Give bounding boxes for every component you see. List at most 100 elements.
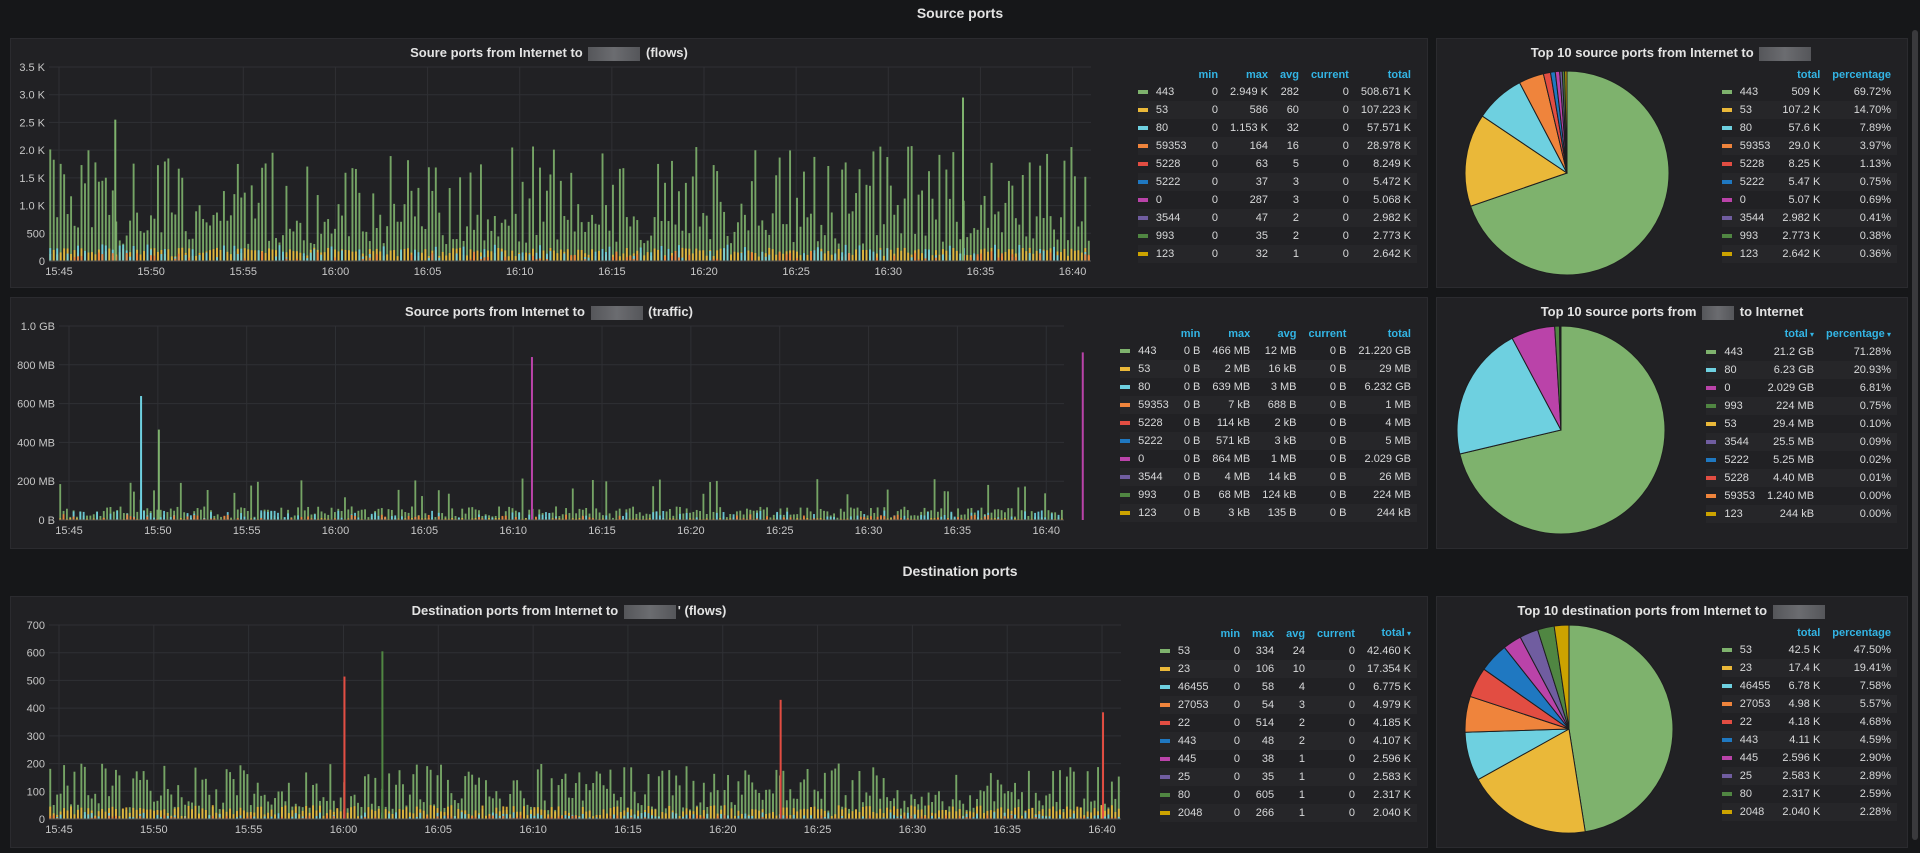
- legend-row[interactable]: 5228 4.40 MB 0.01%: [1706, 469, 1897, 487]
- row-title-source-ports[interactable]: Source ports: [916, 5, 1004, 21]
- legend-series-name[interactable]: 123: [1706, 505, 1761, 523]
- legend-series-name[interactable]: 5222: [1721, 173, 1777, 191]
- legend-header-min[interactable]: min: [1220, 627, 1241, 640]
- legend-row[interactable]: 46455 6.78 K 7.58%: [1721, 677, 1897, 695]
- legend-series-name[interactable]: 53: [1706, 415, 1761, 433]
- legend-header-total[interactable]: total: [1797, 69, 1821, 81]
- legend-row[interactable]: 993 2.773 K 0.38%: [1721, 227, 1897, 245]
- pie-slice[interactable]: [1459, 325, 1666, 535]
- legend-series-name[interactable]: 46455: [1159, 678, 1215, 696]
- legend-row[interactable]: 0 0 287 3 0 5.068 K: [1137, 191, 1417, 209]
- legend-series-name[interactable]: 443: [1159, 732, 1215, 750]
- legend-row[interactable]: 59353 0 164 16 0 28.978 K: [1137, 137, 1417, 155]
- panel-title[interactable]: Soure ports from Internet to (flows): [11, 45, 1087, 61]
- legend-row[interactable]: 123 2.642 K 0.36%: [1721, 245, 1897, 263]
- legend-row[interactable]: 46455 0 58 4 0 6.775 K: [1159, 678, 1417, 696]
- legend-series-name[interactable]: 23: [1159, 660, 1215, 678]
- legend-row[interactable]: 80 6.23 GB 20.93%: [1706, 361, 1897, 379]
- pie-slice[interactable]: [1553, 624, 1570, 730]
- legend-row[interactable]: 443 0 48 2 0 4.107 K: [1159, 732, 1417, 750]
- legend-series-name[interactable]: 5222: [1706, 451, 1761, 469]
- legend-series-name[interactable]: 80: [1120, 378, 1175, 396]
- legend-row[interactable]: 123 0 32 1 0 2.642 K: [1137, 245, 1417, 263]
- legend-row[interactable]: 3544 0 47 2 0 2.982 K: [1137, 209, 1417, 227]
- legend-series-name[interactable]: 23: [1721, 659, 1777, 677]
- legend-row[interactable]: 2048 2.040 K 2.28%: [1721, 803, 1897, 821]
- legend-row[interactable]: 443 0 B 466 MB 12 MB 0 B 21.220 GB: [1120, 342, 1417, 360]
- legend-row[interactable]: 23 0 106 10 0 17.354 K: [1159, 660, 1417, 678]
- legend-series-name[interactable]: 25: [1721, 767, 1777, 785]
- legend-row[interactable]: 5222 5.47 K 0.75%: [1721, 173, 1897, 191]
- legend-series-name[interactable]: 0: [1120, 450, 1175, 468]
- legend-series-name[interactable]: 0: [1137, 191, 1193, 209]
- legend-header-total[interactable]: total: [1797, 627, 1821, 639]
- legend-row[interactable]: 443 0 2.949 K 282 0 508.671 K: [1137, 83, 1417, 101]
- legend-series-name[interactable]: 80: [1706, 361, 1761, 379]
- panel-title[interactable]: Top 10 source ports from Internet to: [1437, 45, 1907, 61]
- legend-series-name[interactable]: 993: [1120, 486, 1175, 504]
- legend-row[interactable]: 59353 1.240 MB 0.00%: [1706, 487, 1897, 505]
- legend-series-name[interactable]: 123: [1721, 245, 1777, 263]
- legend-row[interactable]: 445 0 38 1 0 2.596 K: [1159, 750, 1417, 768]
- legend-row[interactable]: 59353 29.0 K 3.97%: [1721, 137, 1897, 155]
- pie-slice[interactable]: [1568, 624, 1674, 833]
- legend-series-name[interactable]: 46455: [1721, 677, 1777, 695]
- legend-series-name[interactable]: 53: [1159, 642, 1215, 660]
- panel-title[interactable]: Top 10 source ports from to Internet: [1437, 304, 1907, 320]
- legend-row[interactable]: 25 2.583 K 2.89%: [1721, 767, 1897, 785]
- legend-series-name[interactable]: 22: [1159, 714, 1215, 732]
- legend-series-name[interactable]: 2048: [1159, 804, 1215, 822]
- legend-series-name[interactable]: 5228: [1706, 469, 1761, 487]
- legend-row[interactable]: 23 17.4 K 19.41%: [1721, 659, 1897, 677]
- legend-series-name[interactable]: 443: [1721, 731, 1777, 749]
- pie-slice[interactable]: [1564, 70, 1568, 174]
- legend-row[interactable]: 3544 25.5 MB 0.09%: [1706, 433, 1897, 451]
- legend-series-name[interactable]: 443: [1706, 343, 1761, 361]
- page-scrollbar[interactable]: [1912, 30, 1918, 840]
- pie-chart[interactable]: [1437, 298, 1677, 550]
- legend-row[interactable]: 53 0 334 24 0 42.460 K: [1159, 642, 1417, 660]
- legend-header-current[interactable]: current: [1310, 69, 1349, 81]
- legend-header-avg[interactable]: avg: [1279, 69, 1299, 81]
- legend-row[interactable]: 445 2.596 K 2.90%: [1721, 749, 1897, 767]
- legend-series-name[interactable]: 443: [1721, 83, 1777, 101]
- legend-row[interactable]: 80 0 1.153 K 32 0 57.571 K: [1137, 119, 1417, 137]
- legend-series-name[interactable]: 80: [1159, 786, 1215, 804]
- legend-row[interactable]: 443 509 K 69.72%: [1721, 83, 1897, 101]
- legend-row[interactable]: 443 21.2 GB 71.28%: [1706, 343, 1897, 361]
- legend-row[interactable]: 53 42.5 K 47.50%: [1721, 641, 1897, 659]
- pie-slice[interactable]: [1469, 70, 1670, 276]
- legend-row[interactable]: 3544 2.982 K 0.41%: [1721, 209, 1897, 227]
- legend-series-name[interactable]: 53: [1721, 101, 1777, 119]
- legend-series-name[interactable]: 5222: [1120, 432, 1175, 450]
- pie-slice[interactable]: [1477, 728, 1586, 834]
- legend-series-name[interactable]: 5228: [1721, 155, 1777, 173]
- legend-header-total[interactable]: total ▾: [1784, 328, 1815, 340]
- legend-series-name[interactable]: 0: [1706, 379, 1761, 397]
- legend-row[interactable]: 22 4.18 K 4.68%: [1721, 713, 1897, 731]
- legend-series-name[interactable]: 123: [1120, 504, 1175, 522]
- legend-series-name[interactable]: 3544: [1721, 209, 1777, 227]
- legend-series-name[interactable]: 80: [1721, 119, 1777, 137]
- legend-row[interactable]: 53 107.2 K 14.70%: [1721, 101, 1897, 119]
- legend-series-name[interactable]: 5228: [1137, 155, 1193, 173]
- legend-series-name[interactable]: 443: [1137, 83, 1193, 101]
- legend-row[interactable]: 2048 0 266 1 0 2.040 K: [1159, 804, 1417, 822]
- legend-row[interactable]: 80 0 B 639 MB 3 MB 0 B 6.232 GB: [1120, 378, 1417, 396]
- legend-row[interactable]: 80 0 605 1 0 2.317 K: [1159, 786, 1417, 804]
- legend-header-max[interactable]: max: [1245, 69, 1268, 81]
- legend-header-min[interactable]: min: [1180, 328, 1201, 340]
- legend-row[interactable]: 993 0 35 2 0 2.773 K: [1137, 227, 1417, 245]
- legend-row[interactable]: 27053 4.98 K 5.57%: [1721, 695, 1897, 713]
- legend-header-avg[interactable]: avg: [1286, 627, 1306, 640]
- panel-title[interactable]: Source ports from Internet to (traffic): [11, 304, 1087, 320]
- pie-chart[interactable]: [1437, 39, 1677, 291]
- legend-series-name[interactable]: 59353: [1120, 396, 1175, 414]
